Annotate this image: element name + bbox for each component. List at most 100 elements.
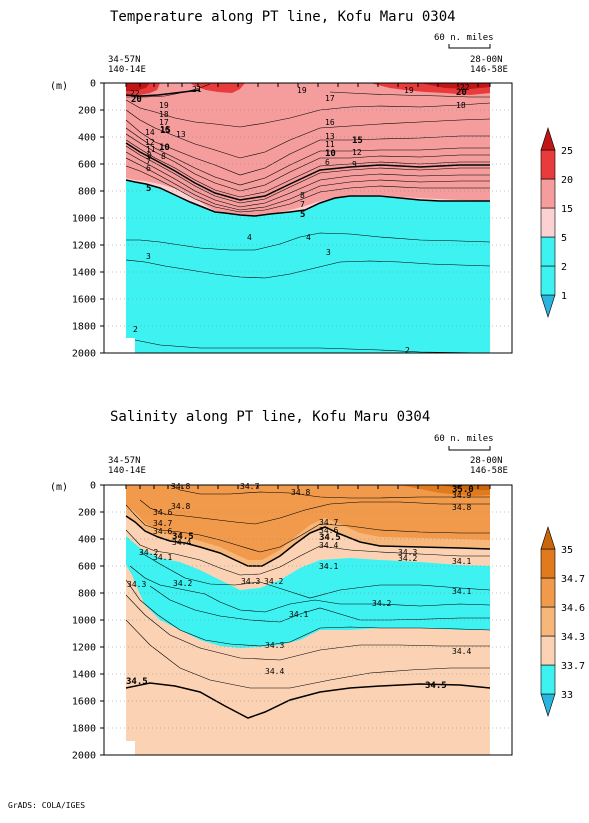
- temp-clabel: 19: [404, 86, 414, 95]
- sal-clabel: 34.1: [319, 562, 338, 571]
- temp-clabel: 6: [325, 158, 330, 167]
- y-tick-label: 1400: [72, 670, 96, 681]
- temp-clabel: 22: [460, 83, 470, 92]
- sal-clabel: 34.2: [173, 579, 192, 588]
- sal-clabel: 34.1: [153, 553, 172, 562]
- sal-start-lon: 140-14E: [108, 466, 146, 476]
- colorbar-label: 35: [561, 545, 573, 556]
- y-tick-label: 1000: [72, 214, 96, 225]
- sal-start-lat: 34-57N: [108, 456, 141, 466]
- sal-clabel: 34.4: [319, 541, 338, 550]
- colorbar-label: 25: [561, 146, 573, 157]
- colorbar-top-arrow: [540, 127, 556, 151]
- temp-clabel: 11: [325, 140, 335, 149]
- temp-clabel: 18: [159, 110, 169, 119]
- sal-clabel: 34.3: [241, 577, 260, 586]
- sal-clabel: 34.4: [452, 647, 471, 656]
- y-tick-label: 1800: [72, 724, 96, 735]
- colorbar-segment: [540, 178, 556, 209]
- temp-clabel: 13: [176, 130, 186, 139]
- sal-clabel: 34.2: [139, 548, 158, 557]
- sal-colorbar: 33 33.7 34.3 34.6 34.7 35: [540, 526, 585, 717]
- temperature-panel: Temperature along PT line, Kofu Maru 030…: [50, 9, 573, 360]
- colorbar-segment: [540, 664, 556, 695]
- y-tick-label: 1200: [72, 643, 96, 654]
- colorbar-bottom-arrow: [540, 294, 556, 318]
- sal-clabel: 34.5: [319, 533, 341, 543]
- temp-clabel: 20: [131, 95, 142, 105]
- temp-clabel: 20: [456, 88, 467, 98]
- colorbar-segment: [540, 548, 556, 579]
- sal-scale-label: 60 n. miles: [434, 434, 494, 444]
- salinity-panel: Salinity along PT line, Kofu Maru 0304 6…: [50, 409, 585, 762]
- colorbar-segment: [540, 577, 556, 608]
- sal-clabel: 34.5: [172, 532, 194, 542]
- temp-clabel: 19: [297, 86, 307, 95]
- temp-start-lat: 34-57N: [108, 55, 141, 65]
- y-tick-label: 2000: [72, 751, 96, 762]
- sal-clabel: 35.0: [452, 485, 474, 495]
- colorbar-segment: [540, 606, 556, 637]
- temp-top-ticks: [125, 83, 491, 87]
- sal-clabel: 34.7: [153, 519, 172, 528]
- y-tick-label: 800: [78, 187, 96, 198]
- temp-contour-labels: 22 20 21 19 18 17 16 15 14 13 12 11 10 9…: [130, 83, 470, 355]
- temp-start-lon: 140-14E: [108, 65, 146, 75]
- temp-clabel: 4: [306, 233, 311, 242]
- y-tick-label: 200: [78, 106, 96, 117]
- temp-bold-contours: [125, 89, 490, 217]
- temp-clabel: 16: [160, 125, 170, 134]
- temp-clabel: 2: [405, 346, 410, 355]
- colorbar-label: 1: [561, 291, 567, 302]
- temp-clabel: 15: [160, 126, 171, 136]
- temp-clabel: 8: [300, 191, 305, 200]
- y-tick-label: 1200: [72, 241, 96, 252]
- sal-clabel: 34.9: [452, 491, 471, 500]
- colorbar-label: 33.7: [561, 661, 585, 672]
- sal-clabel: 34.1: [289, 610, 308, 619]
- sal-contour-labels: 34.8 34.7 34.8 34.6 34.8 34.7 34.6 34.5 …: [126, 482, 474, 691]
- y-tick-label: 0: [90, 481, 96, 492]
- temp-clabel: 7: [146, 157, 151, 166]
- y-tick-label: 200: [78, 508, 96, 519]
- colorbar-label: 2: [561, 262, 567, 273]
- y-tick-label: 0: [90, 79, 96, 90]
- temp-y-unit: (m): [50, 81, 68, 92]
- colorbar-segment: [540, 149, 556, 180]
- y-tick-label: 1400: [72, 268, 96, 279]
- sal-clabel: 34.2: [398, 554, 417, 563]
- sal-clabel: 34.8: [291, 488, 310, 497]
- temp-clabel: 15: [352, 136, 363, 146]
- y-tick-label: 600: [78, 562, 96, 573]
- temp-clabel: 10: [325, 149, 336, 159]
- sal-bold-contours: [125, 515, 491, 719]
- temp-clabel: 10: [159, 143, 170, 153]
- colorbar-segment: [540, 265, 556, 296]
- temp-clabel: 2: [133, 325, 138, 334]
- temp-clabel: 7: [300, 200, 305, 209]
- sal-clabel: 34.6: [153, 527, 172, 536]
- temp-end-lon: 146-58E: [470, 65, 508, 75]
- y-tick-label: 1600: [72, 697, 96, 708]
- sal-clabel: 34.4: [172, 538, 191, 547]
- colorbar-bottom-arrow: [540, 693, 556, 717]
- temp-title: Temperature along PT line, Kofu Maru 030…: [110, 9, 456, 25]
- temp-contours: [125, 83, 491, 354]
- temp-clabel: 9: [352, 160, 357, 169]
- y-tick-label: 1000: [72, 616, 96, 627]
- colorbar-segment: [540, 635, 556, 666]
- temp-scale-label: 60 n. miles: [434, 33, 494, 43]
- y-tick-label: 600: [78, 160, 96, 171]
- sal-clabel: 34.3: [398, 548, 417, 557]
- temp-clabel: 3: [146, 252, 151, 261]
- colorbar-label: 34.6: [561, 603, 585, 614]
- grads-footer: GrADS: COLA/IGES: [8, 801, 85, 810]
- temp-clabel: 5: [146, 184, 151, 194]
- colorbar-label: 34.3: [561, 632, 585, 643]
- sal-end-lon: 146-58E: [470, 466, 508, 476]
- temp-clabel: 19: [159, 101, 169, 110]
- y-tick-label: 400: [78, 535, 96, 546]
- sal-clabel: 34.3: [265, 641, 284, 650]
- colorbar-label: 20: [561, 175, 573, 186]
